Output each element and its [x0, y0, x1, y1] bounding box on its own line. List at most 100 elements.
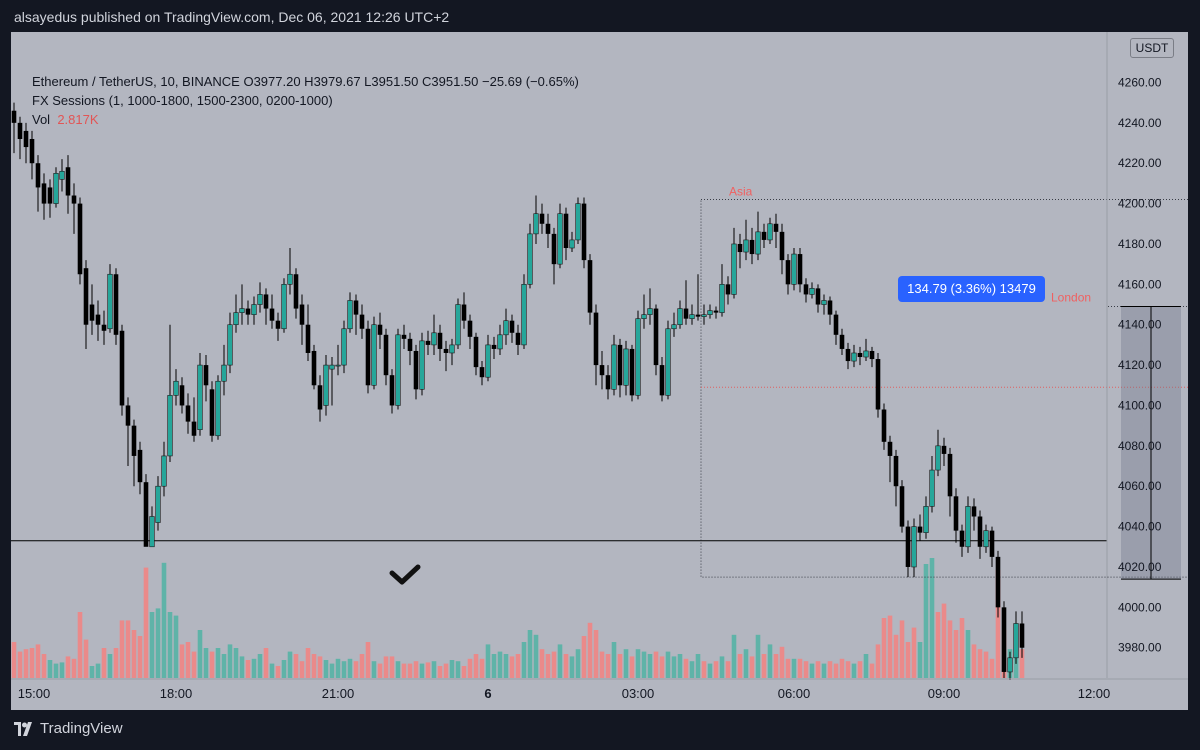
candle-body — [635, 318, 641, 396]
candle-body — [725, 284, 731, 295]
volume-bar — [941, 603, 947, 678]
checkmark-icon — [389, 564, 421, 585]
y-tick-label: 4200.00 — [1118, 197, 1162, 211]
volume-bar — [191, 651, 197, 678]
candle-body — [149, 516, 155, 548]
volume-bar — [671, 656, 677, 678]
volume-bar — [887, 615, 893, 678]
candle-body — [701, 314, 707, 317]
volume-bar — [77, 612, 83, 678]
candle-body — [497, 334, 503, 350]
footer-brand[interactable]: TradingView — [12, 720, 123, 737]
candle-body — [533, 213, 539, 235]
volume-bar — [233, 648, 239, 678]
x-tick-label: 12:00 — [1078, 686, 1111, 701]
volume-bar — [83, 639, 89, 678]
volume-bar — [551, 651, 557, 678]
sessions-line[interactable]: FX Sessions (1, 1000-1800, 1500-2300, 02… — [32, 93, 333, 108]
volume-bar — [473, 654, 479, 678]
volume-bar — [665, 651, 671, 678]
candle-body — [443, 348, 449, 353]
symbol-line[interactable]: Ethereum / TetherUS, 10, BINANCE O3977.2… — [32, 74, 579, 89]
volume-bar — [893, 634, 899, 678]
vol-value: 2.817K — [57, 112, 99, 127]
chart-area[interactable]: Asia London 3980.00 4000.00 4020.00 4040.00 40… — [11, 32, 1188, 710]
volume-bar — [821, 663, 827, 678]
candle-body — [845, 348, 851, 362]
candle-body — [965, 506, 971, 548]
y-tick-label: 4080.00 — [1118, 439, 1162, 453]
candle-body — [197, 364, 203, 430]
volume-bar — [851, 663, 857, 678]
candle-body — [659, 365, 665, 396]
candle-body — [515, 332, 521, 345]
candle-body — [143, 482, 149, 547]
volume-bar — [797, 658, 803, 678]
candle-body — [509, 320, 515, 333]
candle-body — [797, 254, 803, 285]
volume-bar — [971, 644, 977, 678]
candle-body — [311, 350, 317, 386]
candle-body — [101, 324, 107, 331]
volume-bar — [395, 661, 401, 678]
candle-body — [347, 300, 353, 330]
volume-bar — [407, 663, 413, 678]
candle-body — [545, 223, 551, 234]
price-chart[interactable]: Asia London 3980.00 4000.00 4020.00 4040.00 40… — [11, 32, 1188, 710]
candle-body — [569, 239, 575, 249]
candle-body — [689, 314, 695, 319]
volume-bar — [275, 666, 281, 678]
volume-bar — [479, 658, 485, 678]
volume-bar — [881, 618, 887, 678]
candle-body — [971, 506, 977, 517]
candle-body — [209, 389, 215, 436]
x-tick-label: 15:00 — [18, 686, 51, 701]
volume-bar — [359, 654, 365, 678]
candle-body — [929, 469, 935, 507]
volume-bar — [653, 651, 659, 678]
volume-bar — [863, 654, 869, 678]
candle-body — [905, 526, 911, 567]
x-tick-label: 09:00 — [928, 686, 961, 701]
volume-bar — [335, 658, 341, 678]
candle-body — [215, 380, 221, 437]
candle-body — [857, 352, 863, 358]
volume-bar — [833, 663, 839, 678]
volume-bar — [611, 642, 617, 678]
volume-bar — [467, 658, 473, 678]
asia-label: Asia — [729, 185, 753, 199]
candle-body — [617, 344, 623, 386]
volume-bar — [599, 651, 605, 678]
currency-unit-button[interactable]: USDT — [1130, 38, 1174, 58]
candle-body — [707, 310, 713, 315]
volume-bar — [719, 656, 725, 678]
candle-body — [485, 344, 491, 378]
candle-body — [527, 233, 533, 285]
candle-body — [107, 273, 113, 330]
candle-body — [731, 243, 737, 295]
y-tick-label: 4000.00 — [1118, 600, 1162, 614]
volume-bar — [311, 654, 317, 678]
candle-body — [581, 203, 587, 261]
candle-body — [53, 173, 59, 204]
candle-body — [539, 213, 545, 224]
candle-body — [407, 338, 413, 351]
candle-body — [923, 506, 929, 533]
candle-body — [677, 308, 683, 326]
y-tick-label: 4020.00 — [1118, 560, 1162, 574]
volume-bar — [809, 663, 815, 678]
volume-bar — [989, 658, 995, 678]
volume-bar — [701, 661, 707, 678]
y-tick-label: 4160.00 — [1118, 277, 1162, 291]
y-tick-label: 4140.00 — [1118, 318, 1162, 332]
volume-bar — [167, 612, 173, 678]
candle-body — [383, 334, 389, 376]
candle-body — [317, 385, 323, 410]
volume-bar — [299, 661, 305, 678]
london-label: London — [1051, 291, 1091, 305]
volume-bar — [173, 615, 179, 678]
volume-bar — [143, 567, 149, 678]
volume-line[interactable]: Vol 2.817K — [32, 110, 579, 129]
candle-body — [329, 364, 335, 370]
volume-bar — [47, 660, 53, 678]
